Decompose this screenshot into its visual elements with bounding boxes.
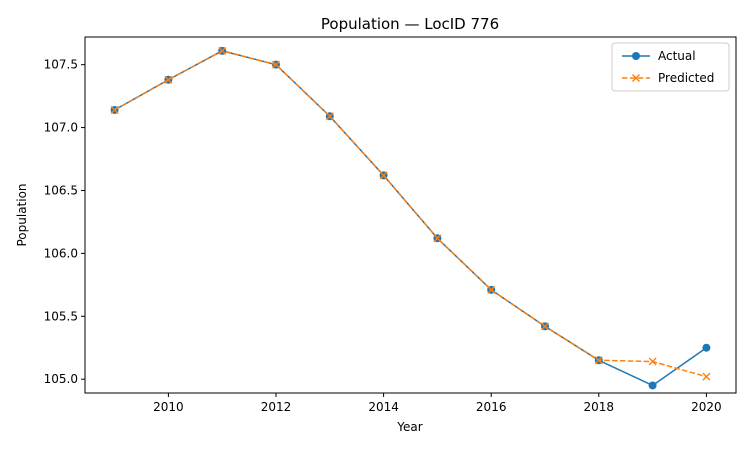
x-axis-label: Year [396, 420, 422, 434]
chart-title: Population — LocID 776 [321, 15, 499, 33]
y-tick-label: 105.0 [44, 372, 78, 386]
x-tick-label: 2020 [691, 400, 722, 414]
plot-area [110, 46, 711, 390]
data-point-actual [648, 381, 657, 390]
series-actual [110, 46, 711, 390]
y-tick-label: 106.5 [44, 183, 78, 197]
plot-frame [84, 36, 737, 394]
data-point-predicted [487, 285, 496, 294]
legend-label-actual: Actual [658, 49, 696, 63]
data-point-predicted [541, 322, 549, 331]
series-line-actual [114, 50, 707, 387]
data-point-predicted [110, 105, 119, 114]
y-tick-label: 105.5 [44, 309, 78, 323]
y-tick-label: 106.0 [44, 246, 78, 260]
data-point-predicted [325, 112, 334, 121]
legend: Actual Predicted [611, 42, 730, 92]
x-tick-label: 2018 [584, 400, 615, 414]
x-tick-label: 2012 [261, 400, 292, 414]
data-point-predicted [594, 356, 603, 365]
legend-marker-actual [632, 52, 640, 60]
data-point-predicted [164, 75, 173, 84]
data-point-actual [702, 343, 711, 352]
series-predicted [110, 46, 711, 381]
legend-marker-predicted [632, 74, 640, 82]
x-tick-label: 2016 [476, 400, 507, 414]
axes: 2010 2012 2014 2016 2018 2020 105.0 105.5 106.0 1… [44, 58, 722, 414]
data-point-predicted [648, 357, 657, 366]
data-point-predicted [379, 171, 388, 180]
x-tick-label: 2014 [368, 400, 399, 414]
y-axis-label: Population [15, 183, 29, 246]
series-line-predicted [114, 50, 707, 378]
data-point-predicted [702, 372, 711, 381]
y-tick-label: 107.0 [44, 121, 78, 135]
data-point-predicted [218, 46, 227, 55]
data-point-predicted [272, 60, 280, 69]
data-point-predicted [433, 234, 442, 243]
legend-label-predicted: Predicted [658, 71, 714, 85]
y-tick-label: 107.5 [44, 58, 78, 72]
legend-box [611, 42, 730, 92]
x-tick-label: 2010 [153, 400, 184, 414]
